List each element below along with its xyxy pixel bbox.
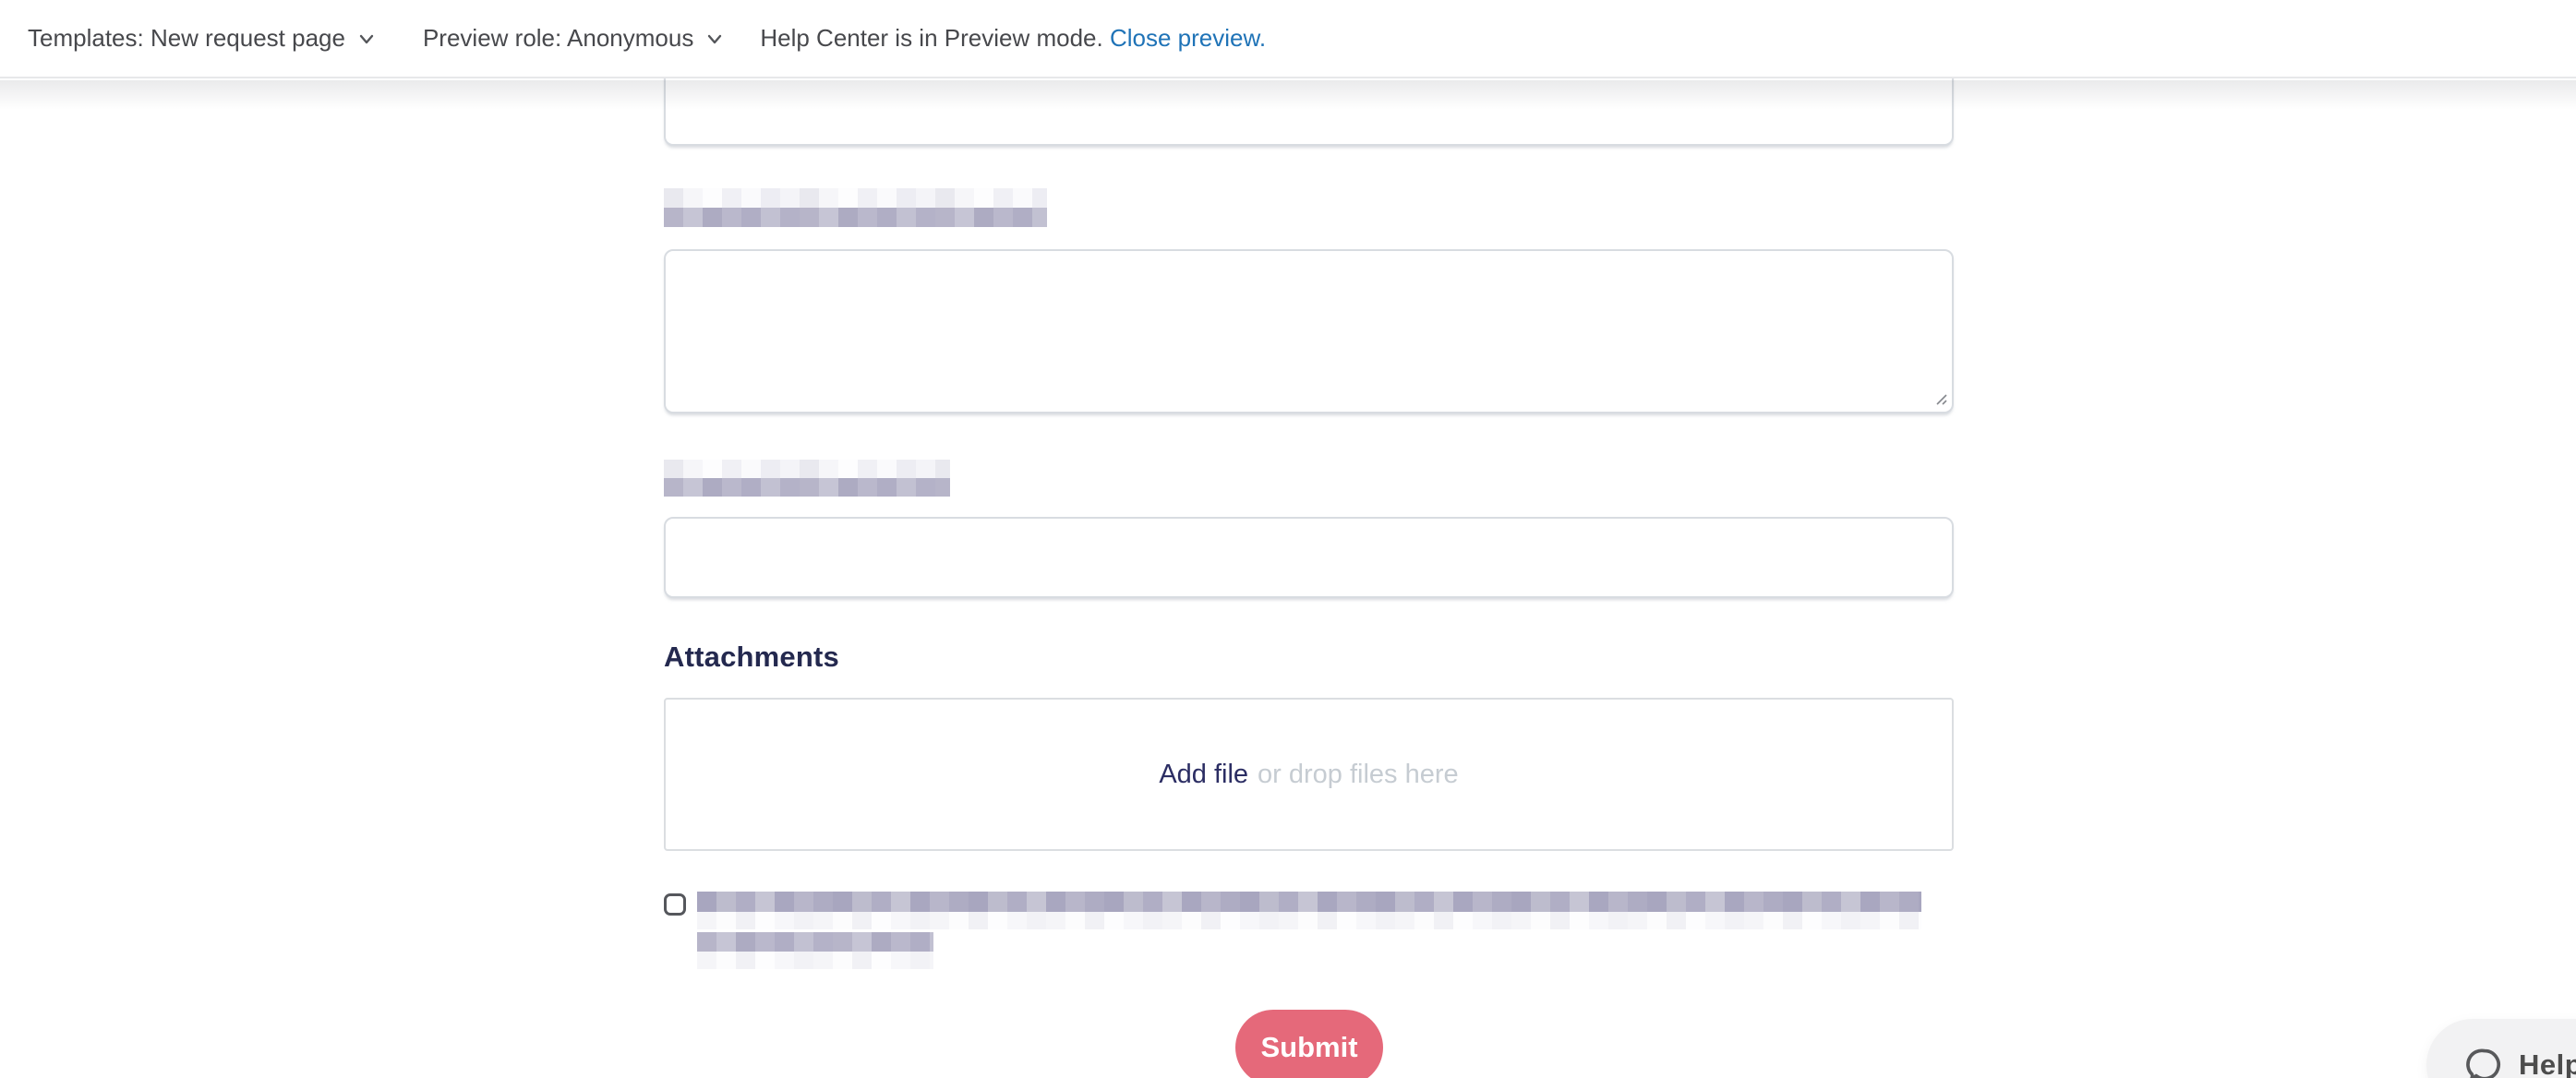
speech-bubble-icon — [2466, 1048, 2500, 1078]
help-widget-label: Help — [2519, 1048, 2576, 1078]
preview-role-dropdown-label: Preview role: Anonymous — [422, 24, 694, 52]
redacted-pixels — [664, 188, 1047, 208]
preview-mode-status: Help Center is in Preview mode. Close pr… — [760, 24, 1266, 53]
redacted-pixels — [697, 952, 933, 969]
chevron-down-icon — [708, 34, 722, 43]
resize-handle-icon[interactable] — [1932, 389, 1948, 406]
consent-checkbox[interactable] — [664, 893, 686, 916]
help-widget-button[interactable]: Help — [2426, 1019, 2576, 1078]
form-textarea-wrap — [664, 249, 1954, 413]
close-preview-link[interactable]: Close preview. — [1109, 24, 1267, 52]
redacted-pixels — [664, 478, 950, 497]
redacted-pixels — [697, 912, 1921, 929]
add-file-link[interactable]: Add file — [1159, 759, 1249, 789]
file-upload-dropzone[interactable]: Add file or drop files here — [664, 698, 1954, 851]
preview-mode-text: Help Center is in Preview mode. — [760, 24, 1103, 52]
templates-dropdown[interactable]: Templates: New request page — [28, 24, 379, 53]
redacted-consent-line-2 — [697, 932, 933, 969]
redacted-consent-text — [697, 892, 1921, 969]
redacted-consent-line-1 — [697, 892, 1921, 929]
redacted-pixels — [664, 208, 1047, 227]
attachments-heading: Attachments — [664, 641, 839, 673]
redacted-pixels — [697, 892, 1921, 912]
preview-role-dropdown[interactable]: Preview role: Anonymous — [423, 24, 727, 53]
redacted-field-label-2 — [664, 460, 950, 497]
form-description-textarea[interactable] — [664, 249, 1954, 413]
templates-dropdown-label: Templates: New request page — [28, 24, 345, 52]
submit-button[interactable]: Submit — [1235, 1010, 1383, 1078]
redacted-pixels — [697, 932, 933, 952]
redacted-field-label-1 — [664, 188, 1047, 227]
redacted-pixels — [664, 460, 950, 478]
drop-files-hint: or drop files here — [1258, 759, 1459, 789]
form-text-input-mid[interactable] — [664, 517, 1954, 598]
chevron-down-icon — [359, 34, 374, 43]
preview-toolbar: Templates: New request page Preview role… — [0, 0, 2576, 78]
